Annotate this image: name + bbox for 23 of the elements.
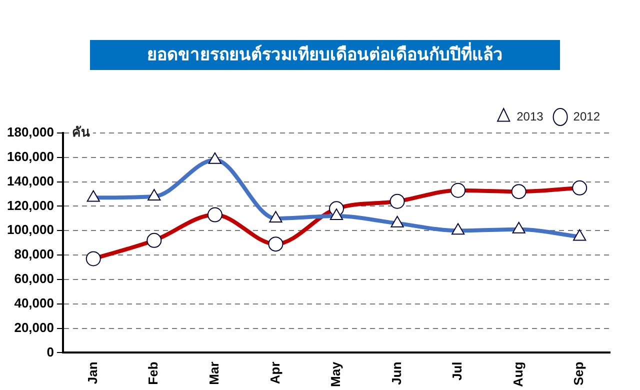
y-tick-label: 140,000 xyxy=(6,173,54,188)
x-tick-label: Feb xyxy=(146,362,161,385)
y-tick-label: 180,000 xyxy=(6,124,54,140)
legend-label: 2013 xyxy=(516,109,544,124)
y-tick-label: 100,000 xyxy=(6,222,54,238)
x-tick-label: Sep xyxy=(571,362,586,386)
y-tick-label: 0 xyxy=(46,344,54,360)
y-tick-label: 40,000 xyxy=(14,295,54,310)
x-tick-label: Apr xyxy=(267,362,282,384)
x-tick-label: Jul xyxy=(450,362,465,381)
chart-title: ยอดขายรถยนต์รวมเทียบเดือนต่อเดือนกับปีที่แล้ว xyxy=(90,40,560,70)
y-tick-label: 120,000 xyxy=(6,198,54,213)
y-tick-label: 20,000 xyxy=(14,320,54,335)
y-axis-title: คัน xyxy=(72,125,90,140)
y-tick-label: 60,000 xyxy=(14,271,54,286)
x-tick-label: Jan xyxy=(84,362,100,384)
x-tick-label: Jun xyxy=(388,362,404,385)
x-tick-label: Mar xyxy=(206,362,222,385)
x-tick-label: Aug xyxy=(510,362,526,387)
y-tick-label: 160,000 xyxy=(6,148,54,164)
legend-label: 2012 xyxy=(573,109,600,124)
y-tick-label: 80,000 xyxy=(14,246,54,262)
x-tick-label: May xyxy=(328,360,344,388)
